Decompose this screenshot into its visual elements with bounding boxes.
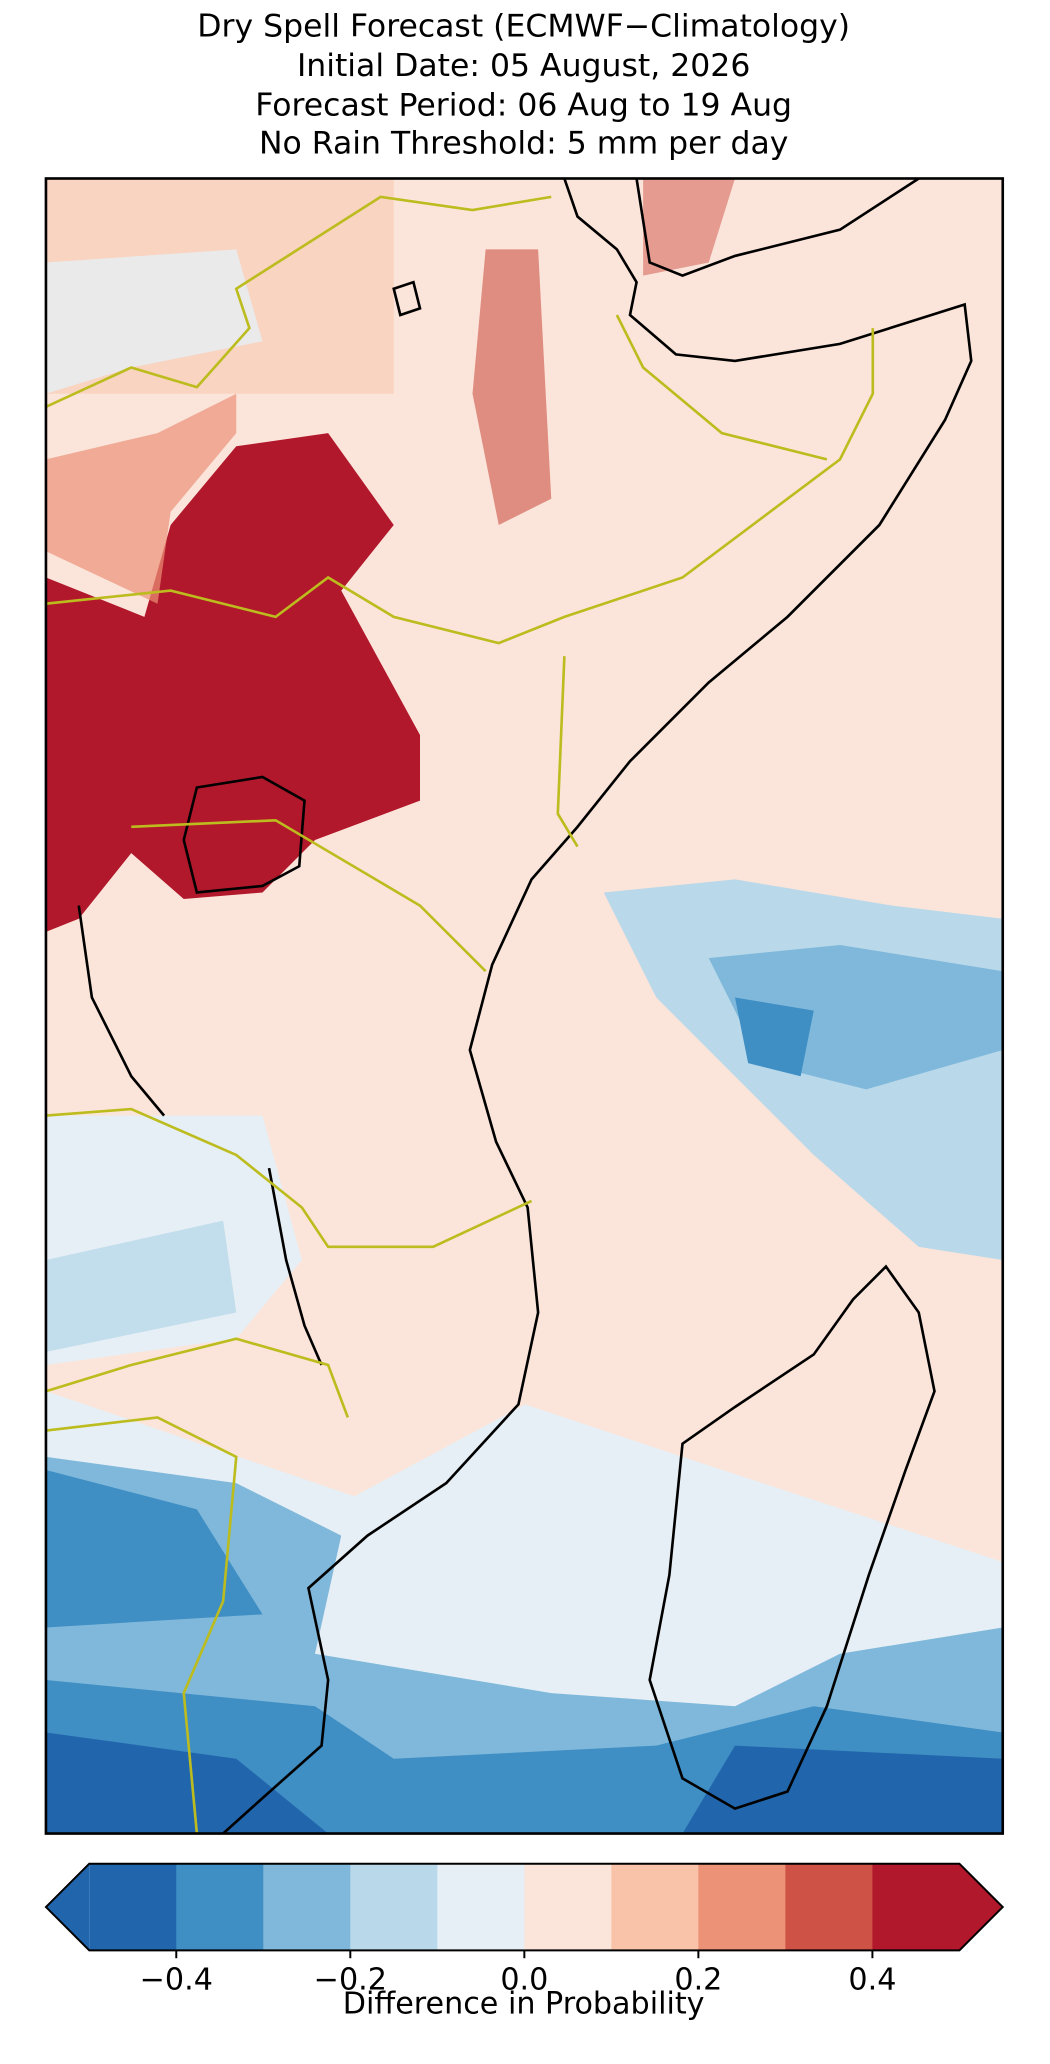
title-line: Initial Date: 05 August, 2026 <box>297 48 750 84</box>
map-frame <box>44 177 1005 1835</box>
colorbar-extend-high <box>959 1863 1003 1951</box>
colorbar-segment <box>785 1863 874 1951</box>
colorbar-segment <box>263 1863 351 1951</box>
colorbar-segment <box>698 1863 787 1951</box>
title-line: No Rain Threshold: 5 mm per day <box>259 126 788 162</box>
colorbar-segment <box>872 1863 961 1951</box>
colorbar-segment <box>89 1863 177 1951</box>
colorbar-tick-label: 0.4 <box>848 1963 896 1998</box>
colorbar-extend-low <box>45 1863 90 1951</box>
colorbar-tick-label: 0.0 <box>500 1963 548 1998</box>
colorbar-segment <box>350 1863 438 1951</box>
colorbar-outline <box>44 1862 1005 1952</box>
title-line: Forecast Period: 06 Aug to 19 Aug <box>255 87 792 123</box>
colorbar-segment <box>437 1863 525 1951</box>
colorbar-tick-label: 0.2 <box>674 1963 722 1998</box>
colorbar-label: Difference in Probability <box>343 1986 705 2021</box>
colorbar-segment <box>611 1863 700 1951</box>
colorbar-segment <box>176 1863 264 1951</box>
colorbar-segment <box>524 1863 613 1951</box>
colorbar-tick-label: −0.2 <box>314 1963 387 1998</box>
title-line: Dry Spell Forecast (ECMWF−Climatology) <box>197 9 850 45</box>
map-field <box>45 178 1003 1834</box>
colorbar-tick-label: −0.4 <box>140 1963 213 1998</box>
